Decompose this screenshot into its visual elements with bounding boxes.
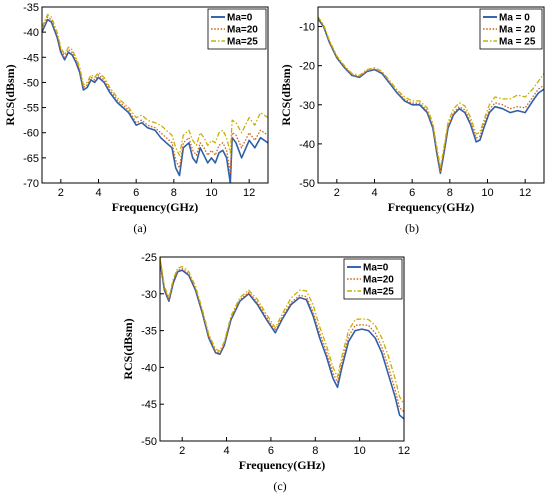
- y-tick-label: -35: [141, 326, 157, 338]
- y-tick-label: -40: [299, 139, 315, 151]
- x-tick-label: 6: [268, 445, 274, 457]
- x-tick-label: 2: [58, 187, 64, 199]
- y-tick-label: -65: [23, 153, 39, 165]
- series-line-3: [160, 257, 404, 405]
- y-tick-label: -30: [299, 100, 315, 112]
- series-line-2: [160, 259, 404, 413]
- panel-caption: (c): [273, 479, 286, 493]
- x-tick-label: 2: [334, 187, 340, 199]
- legend-entry: Ma = 20: [499, 25, 536, 36]
- plot-area-frame: [317, 6, 545, 184]
- y-tick-label: -55: [23, 103, 39, 115]
- x-tick-label: 8: [312, 445, 318, 457]
- x-axis-label: Frequency(GHz): [112, 200, 198, 214]
- legend-entry: Ma = 25: [499, 37, 536, 48]
- y-tick-label: -30: [141, 289, 157, 301]
- x-tick-label: 8: [447, 187, 453, 199]
- y-tick-label: -50: [141, 436, 157, 448]
- y-tick-label: -50: [23, 77, 39, 89]
- y-tick-label: -50: [299, 178, 315, 190]
- panel-caption: (a): [133, 221, 146, 235]
- x-tick-label: 10: [354, 445, 366, 457]
- series-line-2: [42, 16, 268, 174]
- series-line-1: [160, 260, 404, 420]
- y-tick-label: -20: [299, 61, 315, 73]
- x-axis-label: Frequency(GHz): [388, 200, 474, 214]
- y-axis-label: RCS(dBsm): [121, 318, 135, 379]
- legend-entry: Ma=25: [363, 287, 394, 298]
- x-tick-label: 6: [133, 187, 139, 199]
- y-tick-label: -40: [23, 27, 39, 39]
- chart-panel-1: 2 4 6 8 10 12 -35 -40 -45 -50 -55 -60 -65 -70 Frequenc…: [3, 2, 269, 235]
- legend-entry: Ma=25: [227, 37, 258, 48]
- series-line-3: [318, 16, 544, 169]
- plot-area-frame: [41, 6, 269, 184]
- x-tick-label: 10: [481, 187, 493, 199]
- chart-panel-2: 2 4 6 8 10 12 -10 -20 -30 -40 -50 Frequency(GHz) RCS…: [279, 6, 545, 235]
- plot-area-frame: [159, 256, 405, 442]
- y-tick-label: -35: [23, 2, 39, 14]
- y-tick-label: -60: [23, 128, 39, 140]
- y-axis-label: RCS(dBsm): [279, 64, 293, 125]
- x-tick-label: 12: [519, 187, 531, 199]
- series-line-1: [318, 18, 544, 174]
- legend-entry: Ma=0: [227, 13, 253, 24]
- x-axis-label: Frequency(GHz): [239, 458, 325, 472]
- legend-entry: Ma = 0: [499, 13, 530, 24]
- y-tick-label: -45: [23, 52, 39, 64]
- legend-box: [207, 8, 267, 50]
- y-axis-label: RCS(dBsm): [3, 64, 17, 125]
- panel-caption: (b): [405, 221, 419, 235]
- x-tick-label: 12: [398, 445, 410, 457]
- series-line-2: [318, 17, 544, 172]
- x-tick-label: 4: [95, 187, 101, 199]
- y-tick-label: -70: [23, 178, 39, 190]
- x-tick-label: 10: [205, 187, 217, 199]
- y-tick-label: -40: [141, 362, 157, 374]
- legend-entry: Ma=20: [363, 275, 394, 286]
- series-line-1: [42, 18, 268, 183]
- y-tick-label: -25: [141, 252, 157, 264]
- x-tick-label: 2: [179, 445, 185, 457]
- y-tick-label: -10: [299, 22, 315, 34]
- chart-panel-3: 2 4 6 8 10 12 -25 -30 -35 -40 -45 -50 Frequency(GHz)…: [121, 252, 410, 493]
- legend-entry: Ma=20: [227, 25, 258, 36]
- x-tick-label: 4: [371, 187, 377, 199]
- x-tick-label: 4: [223, 445, 229, 457]
- x-tick-label: 12: [243, 187, 255, 199]
- y-tick-label: -45: [141, 399, 157, 411]
- x-tick-label: 6: [409, 187, 415, 199]
- x-tick-label: 8: [171, 187, 177, 199]
- legend-entry: Ma=0: [363, 263, 389, 274]
